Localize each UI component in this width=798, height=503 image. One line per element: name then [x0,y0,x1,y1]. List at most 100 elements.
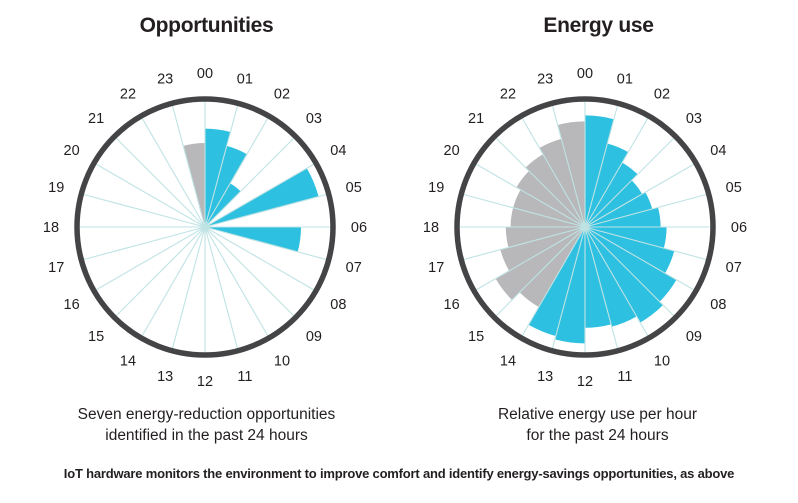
energy-use-hour-label-12: 12 [577,374,593,390]
energy-use-hour-label-13: 13 [537,369,553,385]
opportunities-gridline [204,226,239,349]
energy-use-hour-label-23: 23 [537,71,553,87]
energy-use-hour-label-08: 08 [710,297,726,313]
energy-use-hour-label-18: 18 [423,220,439,236]
opportunities-hour-label-12: 12 [197,374,213,390]
opportunities-hour-label-10: 10 [274,353,290,369]
energy-use-gridline [475,226,586,291]
energy-use-hour-label-15: 15 [468,329,484,345]
opportunities-title: Opportunities [139,14,274,37]
opportunities-gridline [204,163,315,228]
energy-use-wedge-13 [528,227,585,336]
opportunities-gridline [141,226,206,337]
opportunities-hour-label-17: 17 [48,260,64,276]
energy-use-caption-line2: for the past 24 hours [526,427,669,444]
energy-use-hour-label-21: 21 [468,111,484,127]
energy-use-wedge-14 [519,227,585,308]
opportunities-wedge-04 [205,168,319,227]
energy-use-hour-label-05: 05 [726,180,742,196]
energy-use-gridline [495,226,586,317]
energy-use-gridline [584,105,619,228]
energy-use-gridline [463,193,586,228]
opportunities-hour-label-02: 02 [274,87,290,103]
opportunities-gridline [204,105,239,228]
energy-use-caption-line1: Relative energy use per hour [497,406,698,423]
energy-use-wedge-19 [513,189,585,227]
energy-use-hour-label-04: 04 [710,143,726,159]
opportunities-caption: Seven energy-reduction opportunities ide… [7,404,406,446]
energy-use-hour-label-00: 00 [577,66,593,82]
opportunities-wedge-02 [205,183,241,227]
opportunities-gridline [204,226,269,337]
opportunities-caption-line2: identified in the past 24 hours [105,427,308,444]
opportunities-hour-label-03: 03 [306,111,322,127]
energy-use-hour-label-22: 22 [500,87,516,103]
opportunities-gridline [83,193,206,228]
opportunities-gridline [141,117,206,228]
energy-use-hour-label-03: 03 [686,111,702,127]
opportunities-gridline [83,226,206,261]
opportunities-hour-label-13: 13 [157,369,173,385]
opportunities-gridline [204,226,327,261]
opportunities-gridline [204,137,295,228]
opportunities-outer-ring [74,96,336,358]
energy-use-wedge-16 [500,227,585,271]
opportunities-gridline [171,226,206,349]
energy-use-title: Energy use [543,14,654,37]
energy-use-panel: Energy use 00 01 02 03 04 05 06 07 08 09 10 11 12 13 1… [399,0,798,460]
energy-use-hour-label-14: 14 [500,353,516,369]
energy-use-wedge-02 [585,162,638,227]
energy-use-radial-chart: 00 01 02 03 04 05 06 07 08 09 10 11 12 13 14 15 16 17 18 19… [423,66,747,390]
opportunities-hour-label-23: 23 [157,71,173,87]
energy-use-wedge-01 [585,143,629,227]
opportunities-panel: Opportunities 00 01 02 03 04 05 06 07 08 09 10 11 12… [0,0,399,460]
energy-use-gridline [551,105,586,228]
energy-use-wedge-03 [585,180,643,227]
energy-use-gridline [584,137,675,228]
energy-use-gridline [521,226,586,337]
opportunities-caption-line1: Seven energy-reduction opportunities [77,406,336,423]
opportunities-hour-label-14: 14 [120,353,136,369]
energy-use-outer-ring [454,96,716,358]
opportunities-gridline [204,117,269,228]
energy-use-hour-label-17: 17 [428,260,444,276]
opportunities-hour-label-19: 19 [48,180,64,196]
opportunities-hour-label-20: 20 [64,143,80,159]
energy-use-gridline [495,137,586,228]
energy-use-hour-label-10: 10 [654,353,670,369]
energy-use-hour-label-19: 19 [428,180,444,196]
opportunities-gridline [115,226,206,317]
energy-use-gridline [463,226,586,261]
energy-use-wedge-15 [495,227,585,300]
energy-use-hour-label-06: 06 [731,220,747,236]
energy-use-hour-label-20: 20 [444,143,460,159]
energy-use-gridline [475,163,586,228]
energy-use-caption: Relative energy use per hour for the pas… [398,404,797,446]
energy-use-wedge-21 [525,154,585,227]
opportunities-hour-label-21: 21 [88,111,104,127]
opportunities-gridline [171,105,206,228]
energy-use-wedge-22 [539,138,585,227]
opportunities-hour-label-01: 01 [237,71,253,87]
energy-use-hour-label-02: 02 [654,87,670,103]
energy-use-hour-label-11: 11 [617,369,632,385]
energy-use-gridline [584,226,707,261]
opportunities-gridline [204,226,315,291]
opportunities-hour-label-16: 16 [64,297,80,313]
energy-use-gridline [584,117,649,228]
energy-use-gridline [584,226,695,291]
energy-use-wedge-08 [585,227,677,302]
energy-use-wedge-09 [585,227,664,323]
energy-use-gridline [521,117,586,228]
opportunities-hour-label-09: 09 [306,329,322,345]
energy-use-gridline [551,226,586,349]
opportunities-gridline [95,163,206,228]
opportunities-gridline [204,193,327,228]
opportunities-hour-label-00: 00 [197,66,213,82]
opportunities-hour-label-11: 11 [237,369,252,385]
opportunities-gridline [204,226,295,317]
figure-footer-caption: IoT hardware monitors the environment to… [63,466,735,481]
energy-use-hour-label-07: 07 [726,260,742,276]
energy-use-gridline [584,193,707,228]
energy-use-hour-label-09: 09 [686,329,702,345]
